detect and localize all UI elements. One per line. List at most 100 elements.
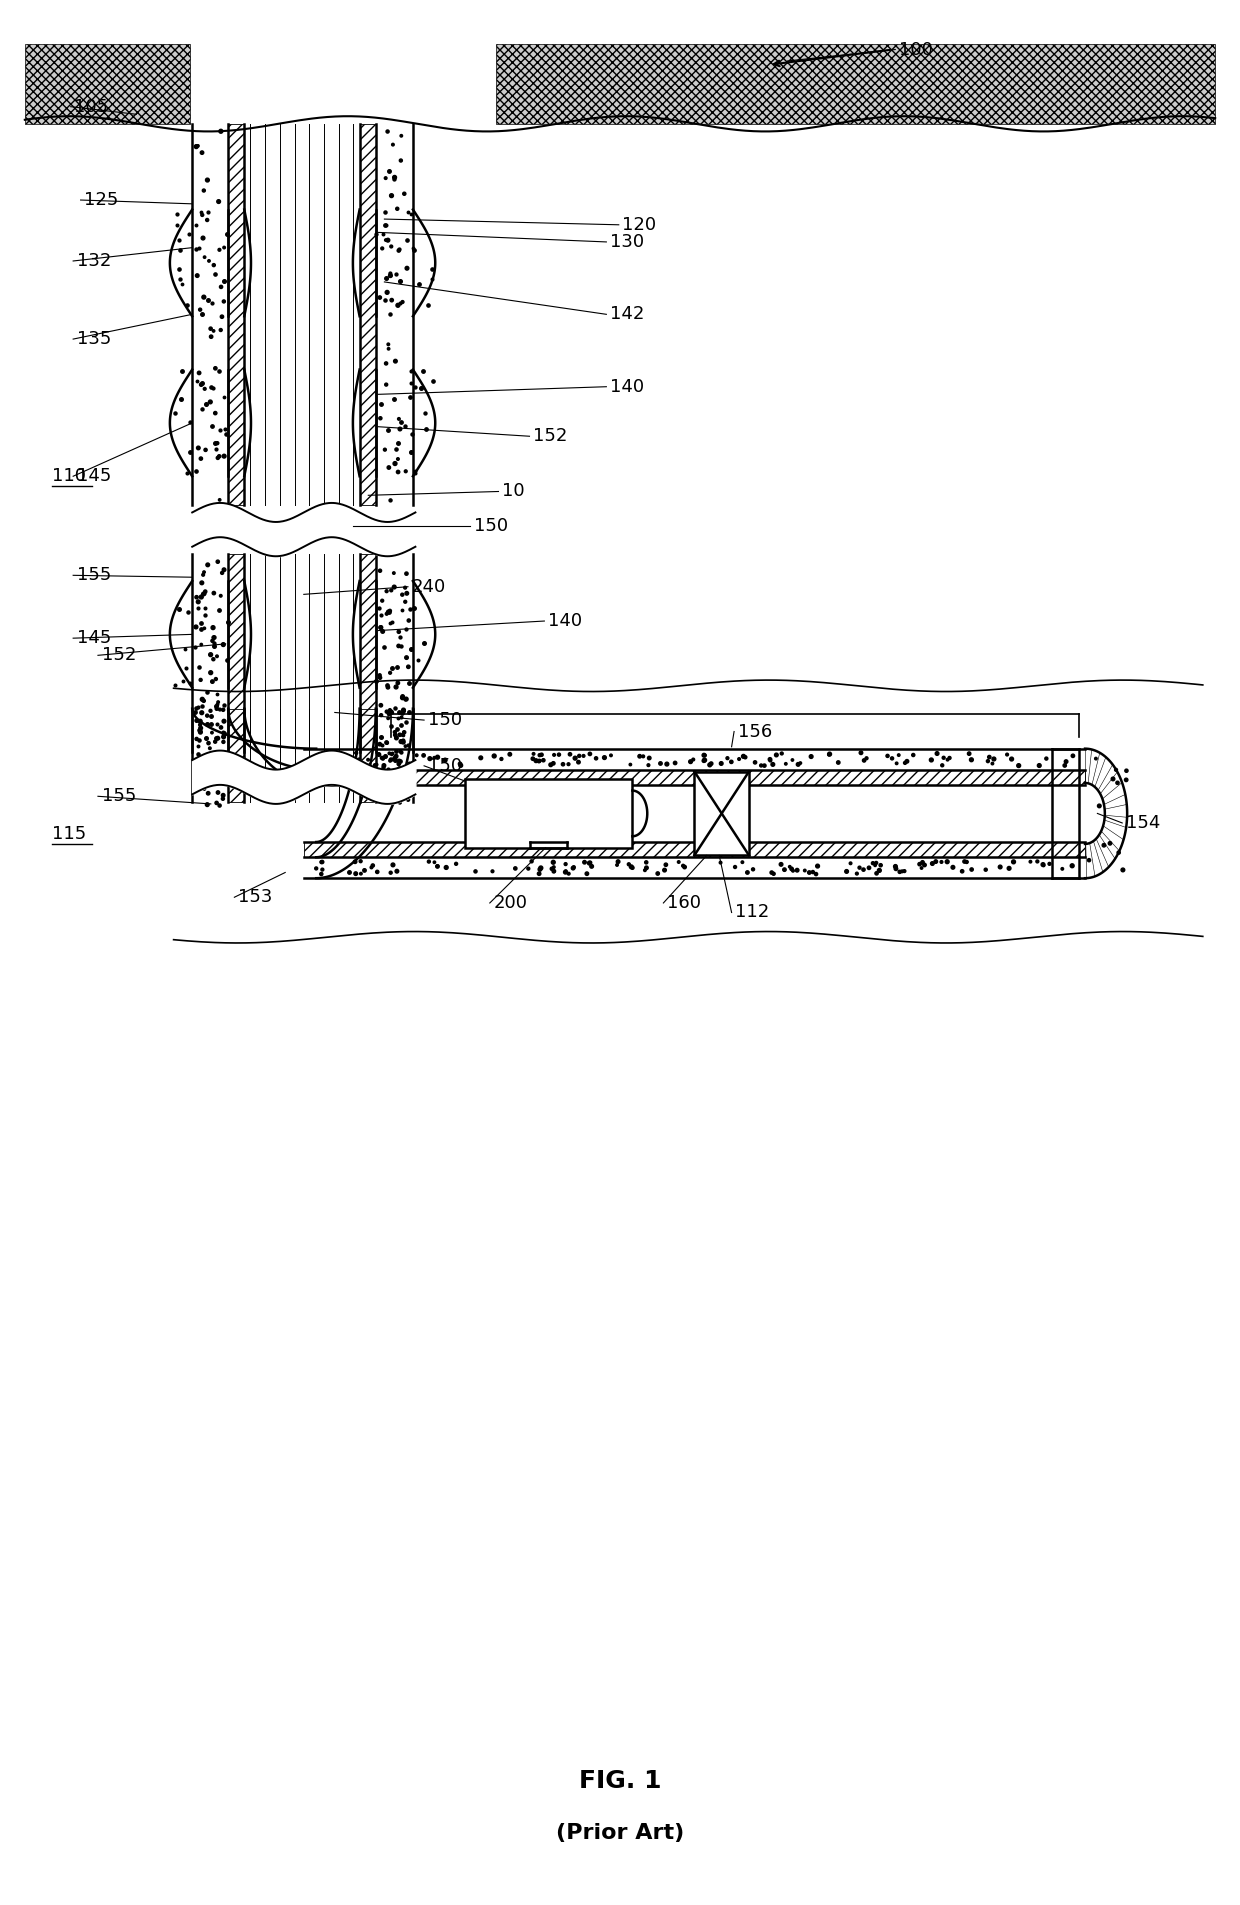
Point <box>408 646 428 676</box>
Point <box>206 352 226 383</box>
Point <box>363 850 383 880</box>
Point <box>192 684 212 714</box>
Point <box>391 288 410 318</box>
Point <box>529 745 549 775</box>
Point <box>991 852 1011 882</box>
Point <box>379 695 399 726</box>
Point <box>841 848 861 878</box>
Point <box>1094 831 1114 861</box>
Point <box>207 709 227 739</box>
Bar <box>192 709 228 802</box>
Point <box>563 853 583 884</box>
Point <box>422 263 441 293</box>
Point <box>387 434 407 465</box>
Point <box>211 314 231 345</box>
Text: FIG. 1: FIG. 1 <box>579 1770 661 1793</box>
Point <box>190 724 210 754</box>
Point <box>188 232 208 263</box>
Point <box>202 741 222 772</box>
Point <box>177 290 197 320</box>
Point <box>556 857 575 888</box>
Point <box>396 572 415 602</box>
Point <box>212 558 232 589</box>
Point <box>1034 850 1054 880</box>
Point <box>386 672 405 703</box>
Point <box>393 288 413 318</box>
Point <box>849 852 869 882</box>
Point <box>942 852 962 882</box>
Point <box>397 253 417 284</box>
Point <box>377 276 397 307</box>
Point <box>904 739 924 770</box>
Point <box>378 596 398 627</box>
Text: 115: 115 <box>52 825 87 844</box>
Point <box>384 164 404 194</box>
Point <box>330 747 350 777</box>
Point <box>205 623 224 653</box>
Point <box>167 200 187 231</box>
Point <box>608 846 627 876</box>
Point <box>197 789 217 819</box>
Point <box>766 739 786 770</box>
Point <box>398 652 418 682</box>
Point <box>208 442 228 472</box>
Text: 135: 135 <box>77 330 112 349</box>
Point <box>170 253 190 284</box>
Point <box>673 850 693 880</box>
Point <box>311 859 331 890</box>
Point <box>195 773 215 804</box>
Point <box>198 286 218 316</box>
Text: 155: 155 <box>102 787 136 806</box>
Point <box>393 682 413 712</box>
Point <box>923 848 942 878</box>
Point <box>203 250 223 280</box>
Point <box>529 747 549 777</box>
Point <box>393 695 413 726</box>
Point <box>518 853 538 884</box>
Point <box>937 745 957 775</box>
Point <box>771 850 791 880</box>
Point <box>1079 846 1099 876</box>
Point <box>170 594 190 625</box>
Point <box>188 131 208 162</box>
Point <box>186 693 206 724</box>
Point <box>601 741 621 772</box>
Point <box>800 857 820 888</box>
Point <box>176 652 196 682</box>
Bar <box>360 124 376 505</box>
Point <box>208 743 228 773</box>
Point <box>211 745 231 775</box>
Point <box>787 855 807 886</box>
Point <box>381 657 401 688</box>
Point <box>895 747 915 777</box>
Point <box>350 745 370 775</box>
Point <box>377 781 397 812</box>
Point <box>780 852 800 882</box>
Point <box>636 848 656 878</box>
Point <box>647 859 667 890</box>
Point <box>397 225 417 255</box>
Point <box>202 411 222 442</box>
Point <box>379 737 399 768</box>
Point <box>389 695 409 726</box>
Point <box>564 852 584 882</box>
Point <box>837 855 857 886</box>
Point <box>1086 743 1106 773</box>
Point <box>391 711 410 741</box>
Point <box>371 690 391 720</box>
Point <box>854 745 874 775</box>
Point <box>681 747 701 777</box>
Point <box>775 855 795 886</box>
Point <box>186 131 206 162</box>
Point <box>362 852 382 882</box>
Point <box>619 850 639 880</box>
Point <box>198 728 218 758</box>
Point <box>559 859 579 890</box>
Point <box>186 234 206 265</box>
Point <box>374 210 394 240</box>
Point <box>389 267 409 297</box>
Point <box>402 634 422 665</box>
Point <box>371 699 391 730</box>
Point <box>201 701 221 732</box>
Point <box>397 642 417 672</box>
